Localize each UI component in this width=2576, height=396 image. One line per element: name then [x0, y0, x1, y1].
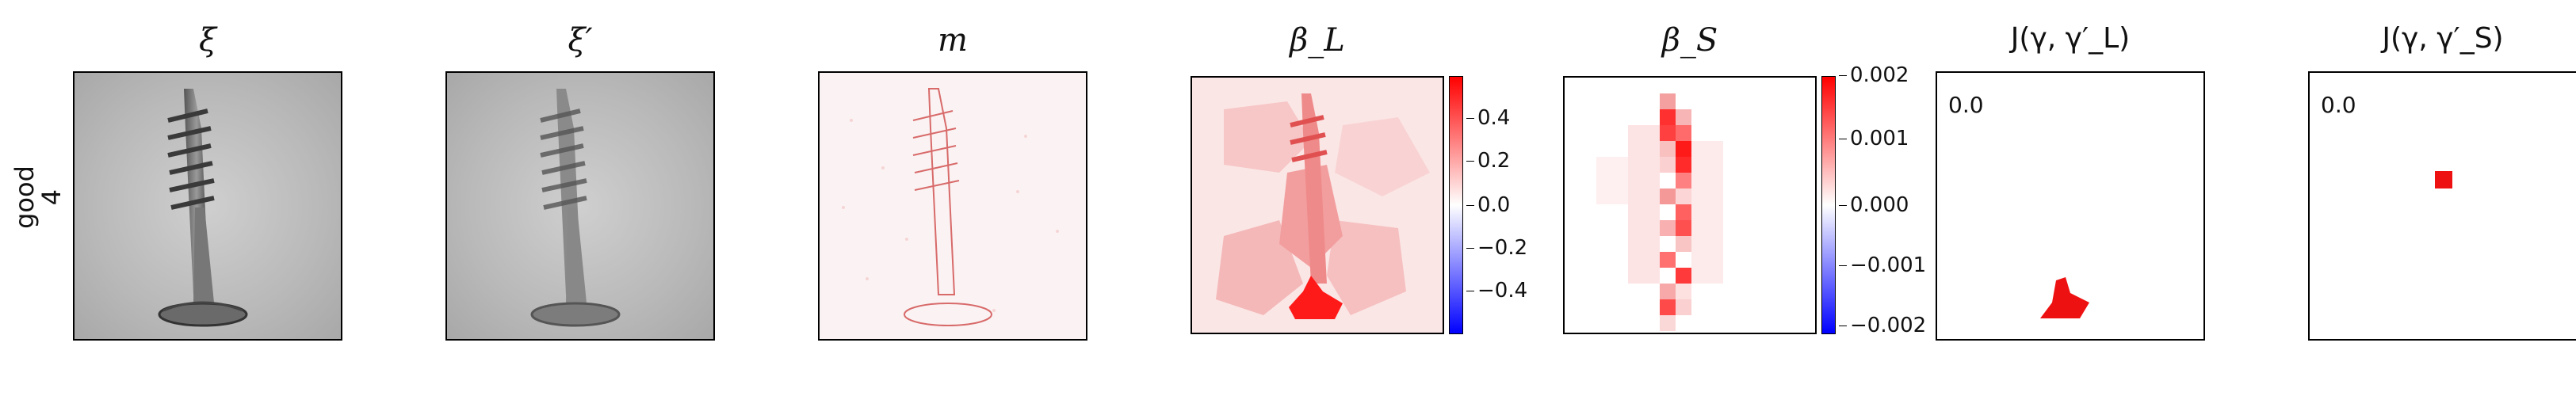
panel-title-j-l: J(γ, γ′_L) — [2010, 22, 2131, 55]
row-label-class: good — [10, 166, 40, 229]
cbar-s-tick-2: 0.001 — [1838, 127, 1909, 150]
panel-beta-s-heatmap — [1563, 76, 1817, 334]
j-l-value: 0.0 — [1948, 92, 1984, 118]
panel-title-beta-s: β_S — [1661, 22, 1718, 59]
row-label-index: 4 — [36, 188, 67, 206]
difference-map — [842, 88, 1059, 326]
cbar-l-tick-1: 0.4 — [1466, 106, 1511, 130]
cbar-l-tick-3: 0.0 — [1466, 193, 1511, 217]
j-s-region — [2435, 171, 2452, 188]
panel-xi-image — [73, 71, 342, 341]
row-label: good 4 — [10, 150, 67, 245]
cbar-s-tick-1: 0.002 — [1838, 63, 1909, 87]
panel-title-j-s: J(γ, γ′_S) — [2382, 22, 2504, 55]
panel-title-xi: ξ — [198, 22, 217, 59]
panel-title-beta-l: β_L — [1290, 22, 1345, 59]
j-s-value: 0.0 — [2321, 92, 2356, 118]
panel-beta-l-heatmap — [1191, 76, 1444, 334]
panel-j-s: 0.0 — [2308, 71, 2576, 341]
cbar-l-tick-2: 0.2 — [1466, 149, 1511, 173]
cbar-l-tick-5: −0.4 — [1466, 279, 1528, 303]
cbar-l-tick-4: −0.2 — [1466, 236, 1528, 260]
beta-l-segments — [1216, 93, 1430, 319]
beta-s-grid — [1596, 93, 1723, 331]
panel-title-m: m — [938, 22, 968, 59]
panel-m-mask — [818, 71, 1087, 341]
panel-xi-prime-image — [445, 71, 715, 341]
j-l-region — [2040, 277, 2089, 318]
cbar-s-tick-5: −0.002 — [1838, 314, 1927, 337]
cbar-s-tick-3: 0.000 — [1838, 193, 1909, 217]
colorbar-beta-s — [1821, 76, 1836, 334]
screw-image — [158, 89, 248, 327]
panel-j-l: 0.0 — [1936, 71, 2205, 341]
panel-title-xi-prime: ξ′ — [568, 22, 593, 59]
cbar-s-tick-4: −0.001 — [1838, 253, 1927, 277]
colorbar-beta-l — [1449, 76, 1463, 334]
screw-image-reconstruction — [530, 89, 621, 327]
